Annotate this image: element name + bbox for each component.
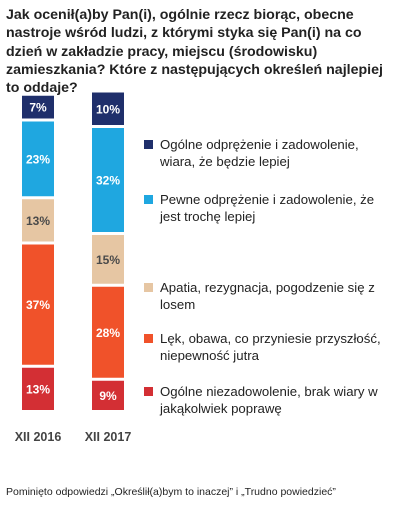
bar-value-label: 23% [26,152,50,166]
bar-value-label: 7% [29,101,47,115]
bar-segment [92,380,124,410]
bar-value-label: 37% [26,298,50,312]
bar-segment [22,367,54,410]
bar-segment [22,244,54,365]
category-label: XII 2017 [85,430,132,444]
bar-value-label: 32% [96,174,120,188]
legend-marker [144,140,153,149]
bar-segment [22,95,54,119]
bar-segment [92,128,124,232]
legend-marker [144,195,153,204]
bar-value-label: 10% [96,102,120,116]
bar-value-label: 13% [26,214,50,228]
bar-value-label: 13% [26,382,50,396]
legend-marker [144,334,153,343]
bar-segment [92,235,124,284]
category-label: XII 2016 [15,430,62,444]
legend-label: Ogólne niezadowolenie, brak wiary w jaką… [160,384,378,416]
bar-segment [92,286,124,378]
bar-segment [92,92,124,125]
footnote: Pominięto odpowiedzi „Określił(a)bym to … [6,486,336,498]
bar-value-label: 28% [96,326,120,340]
bar-segment [22,121,54,197]
bar-value-label: 15% [96,253,120,267]
legend-label: Apatia, rezygnacja, pogodzenie się z los… [160,280,375,312]
legend-marker [144,283,153,292]
legend-label: Pewne odprężenie i zadowolenie, że jest … [160,192,375,224]
bar-value-label: 9% [99,389,117,403]
chart-title: Jak ocenił(a)by Pan(i), ogólnie rzecz bi… [6,7,383,97]
legend-label: Lęk, obawa, co przyniesie przyszłość, ni… [160,331,381,363]
legend-label: Ogólne odprężenie i zadowolenie, wiara, … [160,137,359,169]
bar-segment [22,199,54,242]
legend-marker [144,387,153,396]
